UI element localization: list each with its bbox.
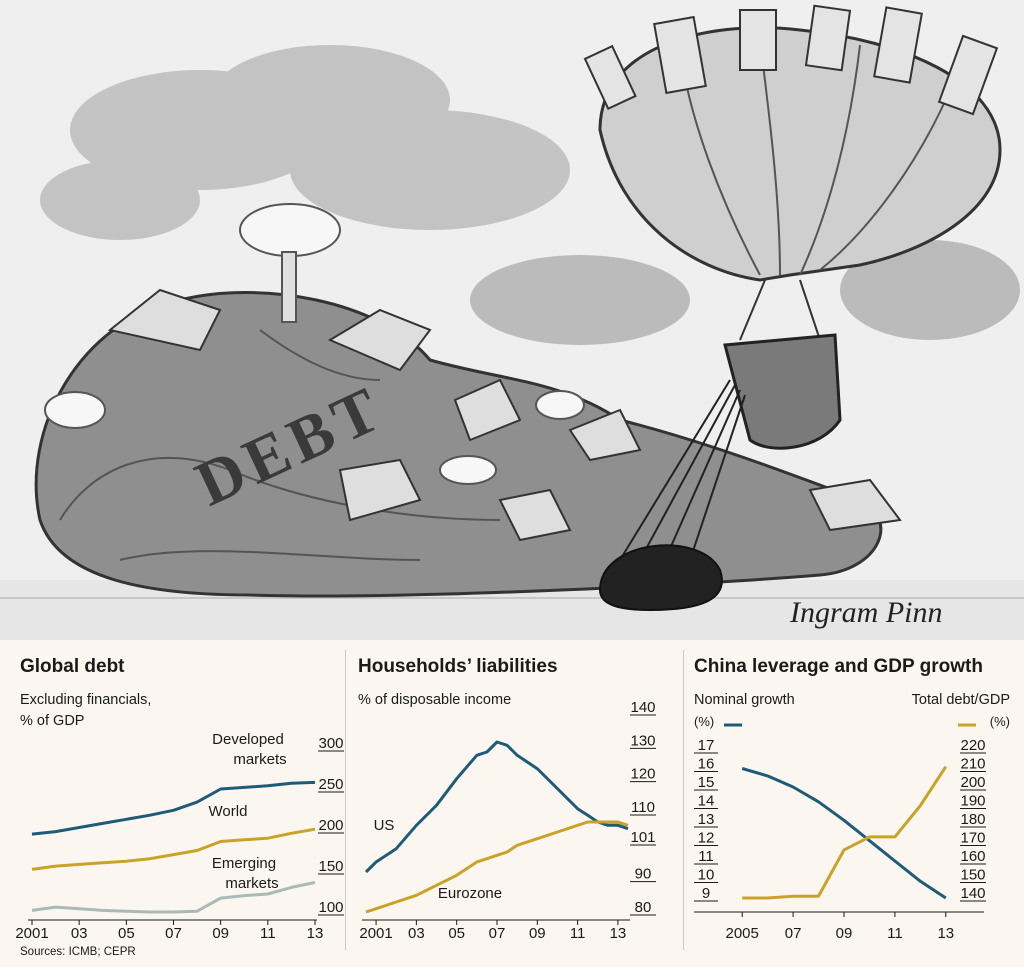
x-tick-label: 2005 (725, 925, 758, 942)
y-left-tick-label: 10 (698, 867, 715, 884)
chart-title: China leverage and GDP growth (694, 656, 983, 677)
y-right-tick-label: 180 (960, 811, 985, 828)
cloud (470, 240, 1020, 345)
y-tick-label: 80 (635, 899, 652, 916)
y-left-tick-label: 17 (698, 737, 715, 754)
y-tick-label: 100 (318, 899, 343, 916)
series-label: Developed (212, 731, 284, 748)
x-tick-label: 11 (260, 925, 276, 942)
series-line-nominal-growth (741, 767, 947, 900)
right-axis-unit: (%) (989, 714, 1010, 729)
y-tick-label: 150 (318, 858, 343, 875)
left-axis-unit: (%) (694, 714, 715, 729)
chart-plot: 100 150 200 250 300 2001 03 05 07 09 11 13 Developed… (15, 731, 344, 942)
chart-plot: 80 90 101 110 120 130 140 2001 03 05 07 09 11 13 US Eur… (359, 699, 656, 942)
x-tick-label: 09 (529, 925, 546, 942)
charts-panel: Global debt Excluding financials, % of G… (0, 640, 1024, 967)
debt-bag (34, 291, 883, 598)
divider (683, 650, 684, 950)
chart-plot: 9101112131415161714015016017018019020021… (694, 723, 986, 942)
x-tick-label: 03 (71, 925, 88, 942)
chart-households-liabilities: Households’ liabilities % of disposable … (358, 646, 678, 946)
y-right-tick-label: 170 (960, 830, 985, 847)
x-tick-label: 2001 (359, 925, 392, 942)
series-label: US (374, 817, 395, 834)
x-tick-label: 05 (118, 925, 135, 942)
y-tick-label: 200 (318, 817, 343, 834)
x-tick-label: 07 (489, 925, 506, 942)
x-tick-label: 13 (307, 925, 324, 942)
series-label: World (209, 803, 248, 820)
x-tick-label: 09 (836, 925, 853, 942)
divider (345, 650, 346, 950)
series-line-developed-markets (31, 780, 316, 836)
paper-sheets (107, 288, 902, 542)
series-label: Emerging (212, 855, 276, 872)
y-tick-label: 130 (630, 732, 655, 749)
chart-subtitle-line-1: % of disposable income (358, 692, 512, 708)
y-right-tick-label: 210 (960, 756, 985, 773)
chart-global-debt: Global debt Excluding financials, % of G… (15, 646, 344, 946)
series-line-world (31, 827, 316, 871)
y-right-tick-label: 200 (960, 774, 985, 791)
x-tick-label: 13 (610, 925, 627, 942)
y-tick-label: 140 (630, 699, 655, 716)
y-tick-label: 110 (631, 799, 655, 816)
y-left-tick-label: 11 (698, 848, 714, 865)
hot-air-balloon (583, 4, 1002, 450)
y-tick-label: 90 (635, 866, 652, 883)
debt-cartoon-illustration: DEBT (0, 0, 1024, 640)
y-left-tick-label: 14 (698, 793, 715, 810)
series-line-eurozone (365, 820, 629, 914)
y-tick-label: 300 (318, 735, 343, 752)
y-right-tick-label: 140 (960, 885, 985, 902)
left-axis-label: Nominal growth (694, 692, 795, 708)
smoke-puff (44, 203, 585, 485)
x-tick-label: 11 (570, 925, 586, 942)
series-line-emerging-markets (31, 881, 316, 914)
x-tick-label: 05 (448, 925, 465, 942)
sandbag (598, 544, 723, 612)
x-tick-label: 09 (212, 925, 229, 942)
y-left-tick-label: 12 (698, 830, 715, 847)
chart-title: Global debt (20, 656, 125, 677)
x-tick-label: 13 (937, 925, 954, 942)
y-tick-label: 250 (318, 776, 343, 793)
series-label: markets (233, 751, 286, 768)
series-label: markets (225, 875, 278, 892)
series-line-us (364, 740, 629, 874)
source-note: Sources: ICMB; CEPR (20, 946, 136, 958)
y-left-tick-label: 13 (698, 811, 715, 828)
y-left-tick-label: 9 (702, 885, 710, 902)
chart-china-leverage: China leverage and GDP growth Nominal gr… (694, 646, 1014, 946)
artist-signature: Ingram Pinn (789, 596, 943, 629)
x-tick-label: 2001 (15, 925, 48, 942)
y-left-tick-label: 15 (698, 774, 715, 791)
y-right-tick-label: 150 (960, 867, 985, 884)
anchor-ropes (619, 379, 746, 561)
right-axis-label: Total debt/GDP (911, 692, 1010, 708)
chart-title: Households’ liabilities (358, 656, 558, 677)
y-right-tick-label: 220 (960, 737, 985, 754)
series-line-total-debt-gdp (742, 765, 948, 900)
y-tick-label: 101 (630, 829, 655, 846)
chart-subtitle-line-1: Excluding financials, (20, 692, 152, 708)
y-right-tick-label: 160 (960, 848, 985, 865)
cloud (40, 45, 570, 240)
chart-subtitle-line-2: % of GDP (20, 713, 85, 729)
x-tick-label: 07 (785, 925, 802, 942)
x-tick-label: 07 (165, 925, 182, 942)
y-right-tick-label: 190 (960, 793, 985, 810)
x-tick-label: 11 (887, 925, 903, 942)
y-left-tick-label: 16 (698, 756, 715, 773)
x-tick-label: 03 (408, 925, 425, 942)
y-tick-label: 120 (630, 766, 655, 783)
series-label: Eurozone (438, 885, 502, 902)
